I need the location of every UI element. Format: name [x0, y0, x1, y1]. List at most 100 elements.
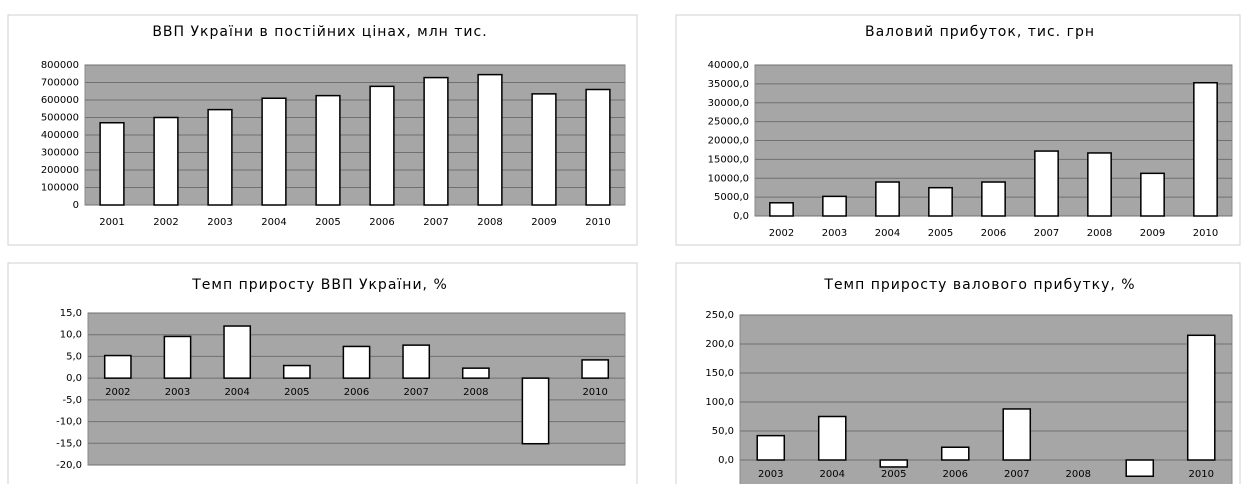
y-tick-label: 35000,0	[708, 79, 749, 90]
x-tick-label: 2005	[284, 387, 309, 398]
bar	[282, 364, 311, 379]
y-tick-label: -5,0	[62, 395, 82, 406]
x-tick-label: 2003	[165, 387, 190, 398]
x-tick-label: 2007	[403, 387, 428, 398]
bar	[1087, 152, 1112, 217]
y-tick-label: 25000,0	[708, 117, 749, 128]
y-tick-label: 200000	[41, 165, 79, 176]
bar	[531, 93, 557, 206]
x-tick-label: 2010	[1189, 469, 1214, 480]
chart-title: Темп приросту ВВП України, %	[191, 277, 448, 293]
bar	[769, 202, 794, 217]
x-tick-label: 2008	[1066, 469, 1091, 480]
bar	[477, 73, 503, 206]
bar	[1193, 81, 1218, 217]
bar	[223, 325, 252, 379]
y-tick-label: 15000,0	[708, 154, 749, 165]
x-tick-label: 2006	[344, 387, 369, 398]
bar	[875, 181, 900, 217]
bar	[153, 116, 179, 206]
bar	[163, 335, 192, 379]
y-tick-label: 50,0	[712, 426, 734, 437]
bar	[585, 88, 611, 206]
x-tick-label: 2001	[99, 217, 124, 228]
plot-area	[739, 314, 1233, 484]
bar	[315, 94, 341, 206]
x-tick-label: 2004	[875, 228, 900, 239]
bar	[1002, 408, 1032, 461]
x-tick-label: 2002	[153, 217, 178, 228]
bar	[99, 122, 125, 206]
y-tick-label: 10,0	[60, 330, 82, 341]
x-tick-label: 2003	[758, 469, 783, 480]
chart-title: ВВП України в постійних цінах, млн тис.	[152, 24, 487, 40]
y-tick-label: 40000,0	[708, 60, 749, 71]
x-tick-label: 2004	[261, 217, 286, 228]
bar	[822, 195, 847, 217]
y-tick-label: 5000,0	[714, 192, 749, 203]
bar	[981, 181, 1006, 217]
x-tick-label: 2003	[207, 217, 232, 228]
bar	[1186, 334, 1216, 461]
x-tick-label: 2006	[943, 469, 968, 480]
bar	[879, 459, 909, 468]
bar	[581, 359, 610, 379]
y-tick-label: 500000	[41, 113, 79, 124]
bar	[342, 345, 371, 379]
x-tick-label: 2007	[423, 217, 448, 228]
y-tick-label: 0,0	[733, 211, 749, 222]
x-tick-label: 2002	[105, 387, 130, 398]
bar	[940, 446, 970, 461]
x-tick-label: 2005	[928, 228, 953, 239]
y-tick-label: 0,0	[718, 455, 734, 466]
panel-frame	[675, 262, 1241, 484]
x-tick-label: 2008	[477, 217, 502, 228]
y-tick-label: 10000,0	[708, 173, 749, 184]
y-tick-label: 15,0	[60, 308, 82, 319]
bar	[103, 354, 132, 379]
y-tick-label: 30000,0	[708, 98, 749, 109]
x-tick-label: 2010	[585, 217, 610, 228]
panel-frame	[7, 262, 638, 484]
y-tick-label: 200,0	[705, 339, 734, 350]
bar	[1125, 459, 1155, 477]
x-tick-label: 2008	[463, 387, 488, 398]
y-tick-label: 100000	[41, 183, 79, 194]
y-tick-label: 800000	[41, 60, 79, 71]
x-tick-label: 2009	[1140, 228, 1165, 239]
bar	[369, 85, 395, 206]
x-tick-label: 2010	[1193, 228, 1218, 239]
y-tick-label: 700000	[41, 78, 79, 89]
bar	[461, 367, 490, 379]
y-tick-label: 100,0	[705, 397, 734, 408]
bar	[817, 415, 847, 461]
x-tick-label: 2004	[820, 469, 845, 480]
x-tick-label: 2003	[822, 228, 847, 239]
panel-frame	[675, 14, 1241, 246]
y-tick-label: 300000	[41, 148, 79, 159]
x-tick-label: 2009	[531, 217, 556, 228]
y-tick-label: -10,0	[56, 417, 82, 428]
bar	[261, 97, 287, 206]
bar	[521, 377, 550, 445]
bar	[423, 76, 449, 206]
x-tick-label: 2005	[881, 469, 906, 480]
y-tick-label: 5,0	[66, 351, 82, 362]
y-tick-label: 400000	[41, 130, 79, 141]
x-tick-label: 2010	[582, 387, 607, 398]
bar	[756, 434, 786, 461]
chart-title: Темп приросту валового прибутку, %	[823, 277, 1135, 293]
y-tick-label: -20,0	[56, 460, 82, 471]
x-tick-label: 2006	[981, 228, 1006, 239]
y-tick-label: 600000	[41, 95, 79, 106]
x-tick-label: 2006	[369, 217, 394, 228]
bar	[928, 186, 953, 217]
x-tick-label: 2008	[1087, 228, 1112, 239]
y-tick-label: 250,0	[705, 310, 734, 321]
x-tick-label: 2005	[315, 217, 340, 228]
y-tick-label: 0,0	[66, 373, 82, 384]
x-tick-label: 2007	[1004, 469, 1029, 480]
x-tick-label: 2004	[224, 387, 249, 398]
bar	[1140, 172, 1165, 217]
